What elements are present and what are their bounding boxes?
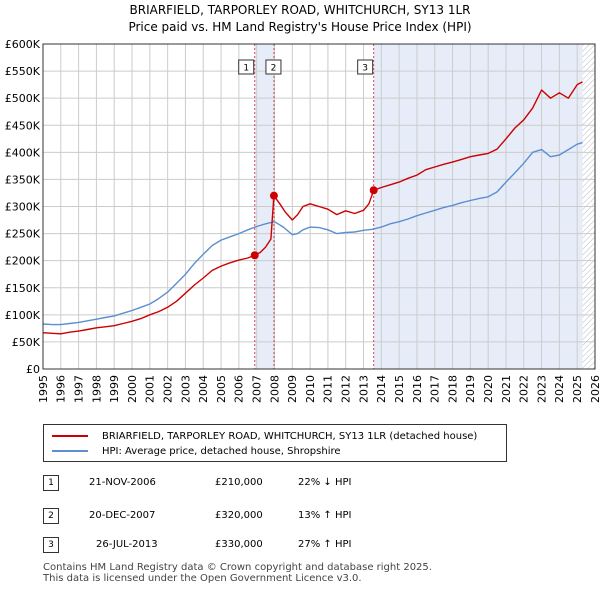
x-tick-label: 2017: [429, 375, 442, 403]
x-tick-label: 2019: [464, 375, 477, 403]
y-tick-label: £400K: [5, 146, 41, 159]
marker-box: [357, 59, 374, 75]
transaction-number: 1: [43, 475, 59, 491]
price-chart: 1 2 3 £0 £50K £100K £150K £200K £250K £300K £350K £…: [5, 38, 600, 403]
sale-point: [369, 186, 378, 195]
transaction-price: £210,000: [215, 477, 263, 488]
legend-item-property: BRIARFIELD, TARPORLEY ROAD, WHITCHURCH, …: [52, 429, 477, 443]
x-tick-label: 2010: [304, 375, 317, 403]
x-tick-label: 1995: [37, 375, 50, 403]
x-tick-label: 2000: [126, 375, 139, 403]
y-tick-label: £600K: [5, 38, 41, 51]
legend-property-label: BRIARFIELD, TARPORLEY ROAD, WHITCHURCH, …: [102, 430, 478, 442]
transaction-hpi: 27% ↑ HPI: [298, 539, 352, 550]
transaction-row: 1 21-NOV-2006 £210,000 22% ↓ HPI: [43, 475, 563, 491]
legend-item-hpi: HPI: Average price, detached house, Shro…: [52, 444, 341, 458]
sale-point: [250, 251, 259, 260]
transaction-row: 3 26-JUL-2013 £330,000 27% ↑ HPI: [43, 537, 563, 553]
marker-box: [238, 59, 255, 75]
chart-subtitle: Price paid vs. HM Land Registry's House …: [128, 20, 472, 34]
x-tick-label: 2012: [340, 375, 353, 403]
sale-point: [269, 191, 278, 200]
x-tick-label: 2024: [553, 375, 566, 403]
x-tick-label: 2018: [446, 375, 459, 403]
marker-label: 1: [243, 64, 249, 74]
chart-legend: BRIARFIELD, TARPORLEY ROAD, WHITCHURCH, …: [43, 424, 507, 462]
x-tick-label: 2003: [179, 375, 192, 403]
y-tick-label: £150K: [5, 282, 41, 295]
y-tick-label: £500K: [5, 92, 41, 105]
x-tick-label: 2015: [393, 375, 406, 403]
x-tick-label: 2001: [144, 375, 157, 403]
y-tick-label: £450K: [5, 119, 41, 132]
transaction-date: 21-NOV-2006: [89, 477, 156, 488]
plot-border: [42, 43, 596, 370]
x-tick-label: 1997: [72, 375, 85, 403]
transaction-row: 2 20-DEC-2007 £320,000 13% ↑ HPI: [43, 508, 563, 524]
marker-box: [265, 59, 282, 75]
x-tick-label: 2002: [161, 375, 174, 403]
property-price-line: [42, 81, 583, 335]
transaction-hpi: 22% ↓ HPI: [298, 477, 352, 488]
x-tick-label: 2016: [411, 375, 424, 403]
y-tick-label: £350K: [5, 173, 41, 186]
footer: Contains HM Land Registry data © Crown c…: [43, 562, 432, 584]
transaction-number: 2: [43, 508, 59, 524]
x-tick-label: 2022: [518, 375, 531, 403]
x-tick-label: 2023: [535, 375, 548, 403]
y-tick-label: £50K: [12, 336, 41, 349]
footer-license: This data is licensed under the Open Gov…: [43, 573, 362, 584]
marker-label: 3: [362, 64, 368, 74]
x-tick-label: 2009: [286, 375, 299, 403]
x-tick-label: 2026: [589, 375, 600, 403]
y-tick-label: £550K: [5, 65, 41, 78]
transaction-price: £320,000: [215, 510, 263, 521]
transaction-date: 20-DEC-2007: [89, 510, 156, 521]
x-tick-label: 2005: [215, 375, 228, 403]
legend-blue-swatch: [52, 450, 88, 452]
x-tick-label: 1996: [55, 375, 68, 403]
x-tick-label: 2014: [375, 375, 388, 403]
x-tick-label: 2013: [357, 375, 370, 403]
hpi-line: [42, 141, 583, 326]
y-tick-label: £100K: [5, 309, 41, 322]
x-tick-label: 2006: [233, 375, 246, 403]
x-tick-label: 2011: [322, 375, 335, 403]
transaction-date: 26-JUL-2013: [96, 539, 158, 550]
x-tick-label: 2025: [571, 375, 584, 403]
legend-hpi-label: HPI: Average price, detached house, Shro…: [102, 445, 341, 457]
x-tick-label: 2020: [482, 375, 495, 403]
x-tick-label: 1998: [90, 375, 103, 403]
y-tick-label: £200K: [5, 255, 41, 268]
transaction-price: £330,000: [215, 539, 263, 550]
transaction-hpi: 13% ↑ HPI: [298, 510, 352, 521]
legend-red-swatch: [52, 435, 88, 437]
y-tick-label: £300K: [5, 201, 41, 214]
marker-label: 2: [271, 64, 277, 74]
y-tick-label: £0: [26, 363, 40, 376]
x-tick-label: 2007: [251, 375, 264, 403]
transaction-number: 3: [43, 537, 59, 553]
x-tick-label: 1999: [108, 375, 121, 403]
chart-title: BRIARFIELD, TARPORLEY ROAD, WHITCHURCH, …: [129, 3, 471, 17]
footer-copyright: Contains HM Land Registry data © Crown c…: [43, 562, 432, 573]
x-tick-label: 2021: [500, 375, 513, 403]
y-tick-label: £250K: [5, 228, 41, 241]
x-tick-label: 2008: [268, 375, 281, 403]
x-tick-label: 2004: [197, 375, 210, 403]
